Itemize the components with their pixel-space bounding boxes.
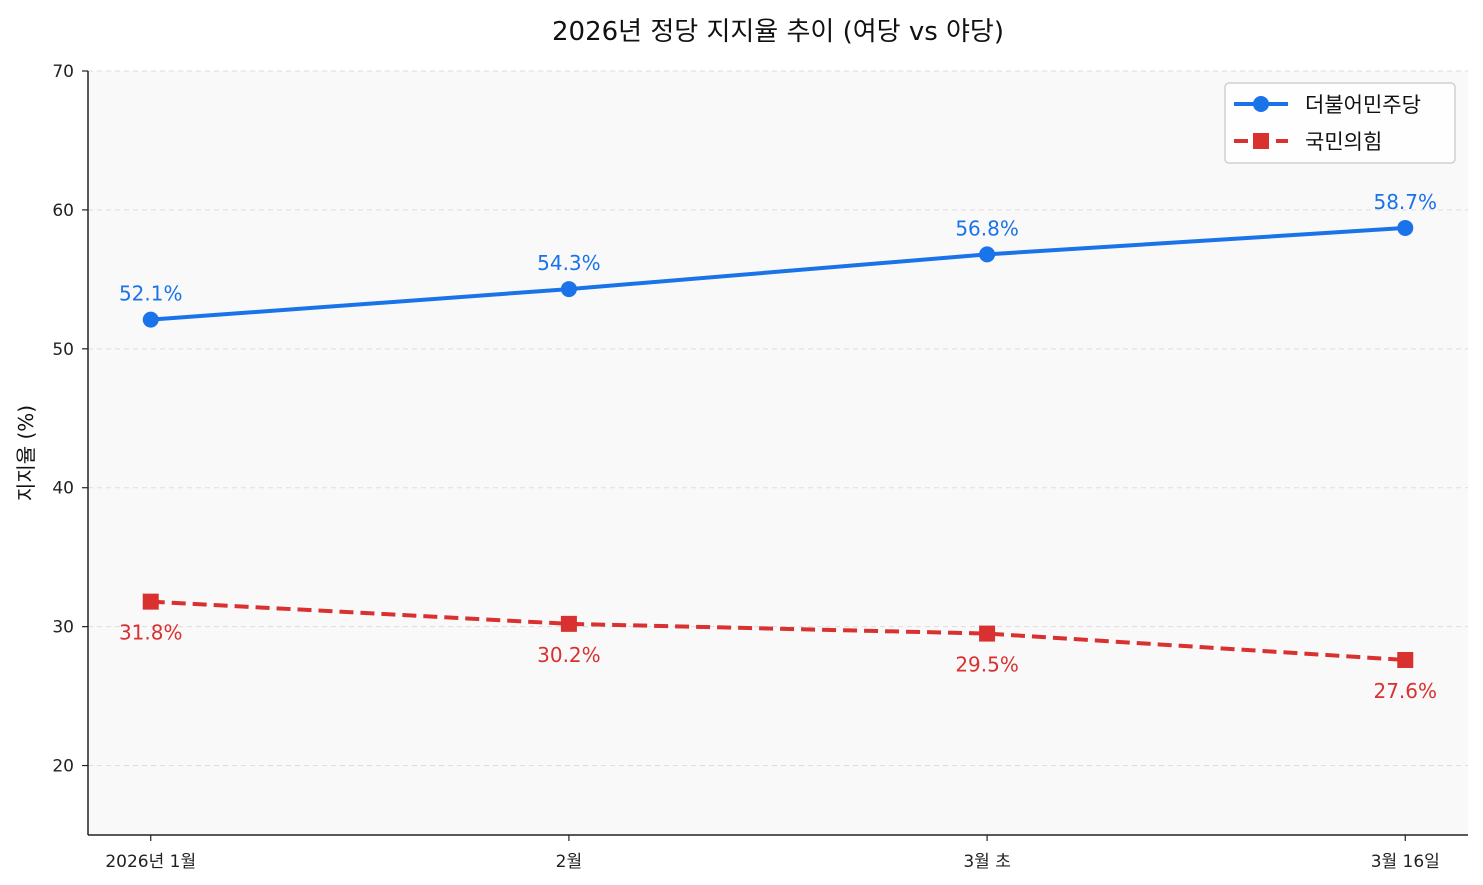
series-1: 52.1% 54.3% 56.8% 58.7% (119, 190, 1437, 328)
x-tick-label: 2월 (556, 852, 582, 872)
series-line (150, 225, 1406, 322)
data-point (142, 593, 159, 610)
y-tick-label: 50 (52, 340, 74, 360)
data-label: 27.6% (1373, 679, 1437, 703)
legend-marker (1253, 133, 1269, 149)
x-tick-label: 3월 16일 (1371, 852, 1440, 872)
data-label: 52.1% (119, 282, 183, 306)
data-label: 54.3% (537, 251, 601, 275)
data-point (560, 615, 577, 632)
data-point (560, 281, 577, 298)
plot-area (88, 71, 1468, 835)
data-point (142, 311, 159, 328)
legend-label: 국민의힘 (1305, 130, 1382, 154)
x-tick-label: 3월 초 (963, 852, 1011, 872)
y-tick-label: 60 (52, 201, 74, 221)
data-point (979, 625, 996, 642)
y-axis-label: 지지율 (%) (14, 405, 38, 501)
x-tick-label: 2026년 1월 (105, 852, 196, 872)
legend-label: 더불어민주당 (1305, 93, 1421, 117)
chart-title: 2026년 정당 지지율 추이 (여당 vs 야당) (552, 17, 1004, 47)
data-label: 58.7% (1373, 190, 1437, 214)
series-2: 31.8% 30.2% 29.5% 27.6% (119, 593, 1437, 703)
y-tick-label: 20 (52, 757, 74, 777)
data-point (1397, 651, 1414, 668)
data-label: 31.8% (119, 621, 183, 645)
data-point (1397, 219, 1414, 236)
data-point (979, 246, 996, 263)
data-label: 30.2% (537, 643, 601, 667)
y-tick-label: 30 (52, 618, 74, 638)
data-label: 29.5% (955, 653, 1019, 677)
data-label: 56.8% (955, 216, 1019, 240)
y-tick-label: 70 (52, 62, 74, 82)
y-tick-label: 40 (52, 479, 74, 499)
legend-marker (1253, 96, 1269, 112)
